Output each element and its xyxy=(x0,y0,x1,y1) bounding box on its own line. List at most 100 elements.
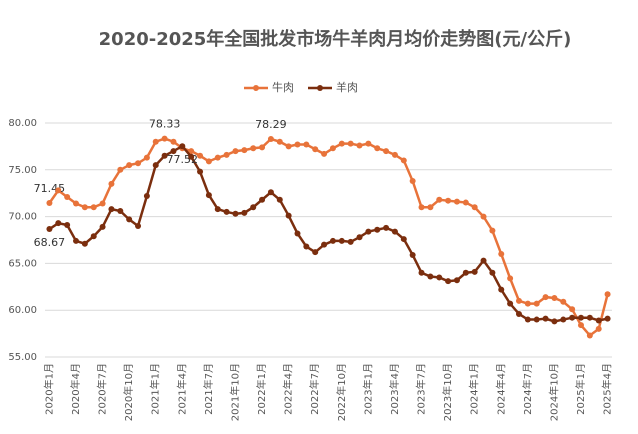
point xyxy=(498,251,505,258)
y-tick-label: 65.00 xyxy=(8,258,37,269)
point xyxy=(551,295,558,302)
point xyxy=(356,234,363,241)
point xyxy=(108,180,115,187)
point xyxy=(294,141,301,148)
point xyxy=(152,138,159,145)
point xyxy=(214,206,221,213)
point xyxy=(223,151,230,158)
point xyxy=(383,148,390,155)
point xyxy=(524,316,531,323)
point xyxy=(197,152,204,159)
point xyxy=(81,204,88,211)
point xyxy=(73,237,80,244)
point xyxy=(524,300,531,307)
point xyxy=(46,200,53,207)
point xyxy=(560,298,567,305)
point xyxy=(179,143,186,150)
point xyxy=(595,317,602,324)
point xyxy=(267,189,274,196)
point xyxy=(453,198,460,205)
point xyxy=(135,160,142,167)
point xyxy=(126,162,133,169)
point xyxy=(64,222,71,229)
x-tick-label: 2024年1月 xyxy=(468,363,481,415)
point xyxy=(391,228,398,235)
point xyxy=(90,204,97,211)
point xyxy=(560,316,567,323)
data-label: 68.67 xyxy=(34,236,66,249)
x-tick-label: 2022年10月 xyxy=(335,363,348,421)
point xyxy=(241,209,248,216)
point xyxy=(577,314,584,321)
legend-marker xyxy=(253,85,259,91)
point xyxy=(409,178,416,185)
point xyxy=(542,315,549,322)
x-tick-label: 2020年1月 xyxy=(42,363,55,415)
legend-marker xyxy=(317,85,323,91)
y-tick-label: 80.00 xyxy=(8,118,37,129)
point xyxy=(471,268,478,275)
point xyxy=(577,322,584,329)
point xyxy=(595,325,602,332)
point xyxy=(188,148,195,155)
point xyxy=(161,152,168,159)
point xyxy=(471,204,478,211)
point xyxy=(303,243,310,250)
point xyxy=(533,300,540,307)
point xyxy=(347,140,354,147)
point xyxy=(436,196,443,203)
point xyxy=(99,200,106,207)
point xyxy=(338,140,345,147)
point xyxy=(321,150,328,157)
point xyxy=(569,306,576,313)
x-tick-label: 2023年7月 xyxy=(415,363,428,415)
point xyxy=(445,197,452,204)
point xyxy=(99,223,106,230)
point xyxy=(436,274,443,281)
x-tick-label: 2021年1月 xyxy=(149,363,162,415)
point xyxy=(46,226,53,233)
x-tick-label: 2020年4月 xyxy=(69,363,82,415)
point xyxy=(285,143,292,150)
point xyxy=(73,200,80,207)
point xyxy=(533,316,540,323)
point xyxy=(143,193,150,200)
point xyxy=(498,286,505,293)
point xyxy=(418,204,425,211)
point xyxy=(161,135,168,142)
point xyxy=(90,233,97,240)
data-label: 78.29 xyxy=(255,118,287,131)
point xyxy=(312,146,319,153)
point xyxy=(143,154,150,161)
point xyxy=(152,162,159,169)
point xyxy=(214,154,221,161)
x-tick-label: 2021年7月 xyxy=(202,363,215,415)
point xyxy=(365,228,372,235)
point xyxy=(480,257,487,264)
point xyxy=(232,148,239,155)
point xyxy=(507,275,514,282)
x-tick-label: 2023年10月 xyxy=(441,363,454,421)
point xyxy=(259,196,266,203)
point xyxy=(64,193,71,200)
point xyxy=(418,269,425,276)
point xyxy=(427,204,434,211)
point xyxy=(188,153,195,160)
point xyxy=(374,226,381,233)
point xyxy=(453,277,460,284)
point xyxy=(117,207,124,214)
point xyxy=(312,249,319,256)
x-tick-label: 2021年4月 xyxy=(175,363,188,415)
x-tick-label: 2025年4月 xyxy=(601,363,614,415)
point xyxy=(232,210,239,217)
point xyxy=(515,310,522,317)
point xyxy=(250,145,257,152)
point xyxy=(569,314,576,321)
point xyxy=(480,213,487,220)
point xyxy=(205,158,212,165)
y-tick-label: 75.00 xyxy=(8,165,37,176)
point xyxy=(604,291,611,298)
x-tick-label: 2025年1月 xyxy=(574,363,587,415)
point xyxy=(81,240,88,247)
point xyxy=(391,151,398,158)
